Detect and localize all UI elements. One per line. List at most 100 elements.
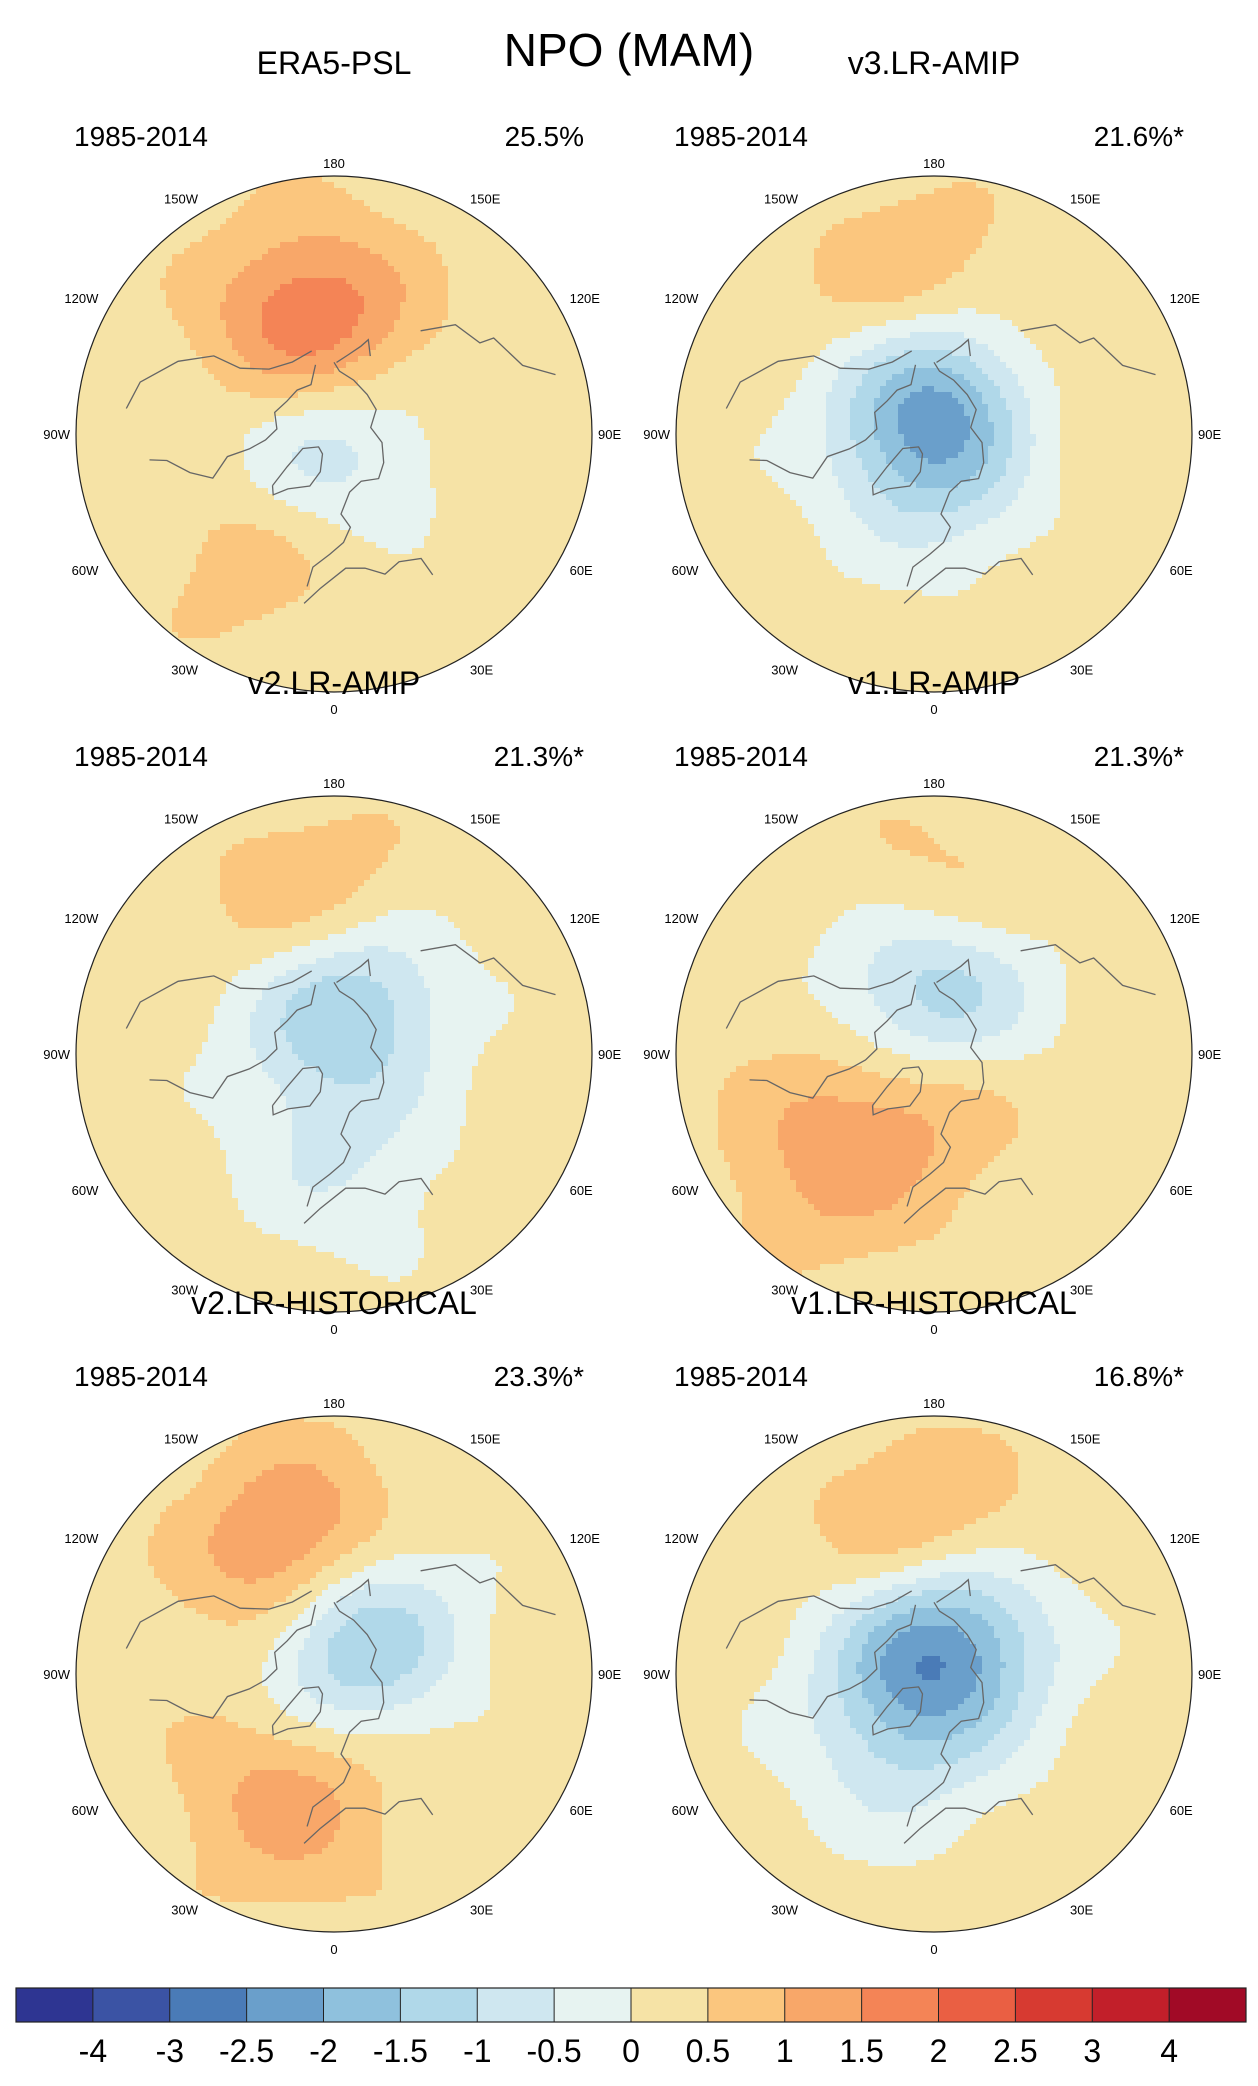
- field-cell: [436, 356, 443, 363]
- field-cell: [304, 398, 311, 405]
- field-cell: [310, 404, 317, 411]
- field-cell: [112, 326, 119, 333]
- field-cell: [454, 266, 461, 273]
- field-cell: [100, 410, 107, 417]
- field-cell: [478, 542, 485, 549]
- field-cell: [580, 416, 587, 423]
- field-cell: [454, 476, 461, 483]
- field-cell: [148, 434, 155, 441]
- field-cell: [436, 260, 443, 267]
- field-cell: [238, 434, 245, 441]
- field-cell: [526, 344, 533, 351]
- field-cell: [514, 260, 521, 267]
- field-cell: [310, 218, 317, 225]
- field-cell: [514, 398, 521, 405]
- field-cell: [184, 398, 191, 405]
- field-cell: [352, 386, 359, 393]
- field-cell: [334, 560, 341, 567]
- field-cell: [460, 452, 467, 459]
- field-cell: [334, 254, 341, 261]
- field-cell: [478, 314, 485, 321]
- field-cell: [184, 572, 191, 579]
- field-cell: [400, 296, 407, 303]
- field-cell: [316, 194, 323, 201]
- field-cell: [448, 356, 455, 363]
- field-cell: [346, 206, 353, 213]
- field-cell: [568, 332, 575, 339]
- field-cell: [238, 326, 245, 333]
- field-cell: [190, 416, 197, 423]
- field-cell: [166, 422, 173, 429]
- field-cell: [454, 566, 461, 573]
- field-cell: [364, 242, 371, 249]
- field-cell: [562, 422, 569, 429]
- field-cell: [562, 500, 569, 507]
- field-cell: [334, 260, 341, 267]
- field-cell: [220, 272, 227, 279]
- field-cell: [220, 212, 227, 219]
- field-cell: [160, 524, 167, 531]
- field-cell: [154, 344, 161, 351]
- field-cell: [358, 254, 365, 261]
- field-cell: [124, 446, 131, 453]
- field-cell: [400, 482, 407, 489]
- field-cell: [88, 494, 95, 501]
- field-cell: [286, 248, 293, 255]
- field-cell: [352, 446, 359, 453]
- field-cell: [502, 248, 509, 255]
- field-cell: [262, 560, 269, 567]
- field-cell: [472, 350, 479, 357]
- field-cell: [574, 332, 581, 339]
- field-cell: [574, 362, 581, 369]
- field-cell: [418, 248, 425, 255]
- field-cell: [208, 536, 215, 543]
- field-cell: [280, 476, 287, 483]
- field-cell: [166, 470, 173, 477]
- field-cell: [454, 404, 461, 411]
- field-cell: [568, 392, 575, 399]
- field-cell: [298, 398, 305, 405]
- field-cell: [394, 344, 401, 351]
- field-cell: [184, 332, 191, 339]
- field-cell: [100, 392, 107, 399]
- field-cell: [358, 572, 365, 579]
- field-cell: [508, 470, 515, 477]
- field-cell: [112, 356, 119, 363]
- field-cell: [232, 296, 239, 303]
- field-cell: [346, 368, 353, 375]
- field-cell: [340, 326, 347, 333]
- field-cell: [454, 482, 461, 489]
- field-cell: [346, 434, 353, 441]
- field-cell: [178, 278, 185, 285]
- field-cell: [430, 542, 437, 549]
- field-cell: [220, 374, 227, 381]
- field-cell: [358, 218, 365, 225]
- field-cell: [340, 302, 347, 309]
- field-cell: [490, 494, 497, 501]
- field-cell: [334, 296, 341, 303]
- field-cell: [406, 536, 413, 543]
- field-cell: [544, 458, 551, 465]
- field-cell: [406, 344, 413, 351]
- field-cell: [226, 320, 233, 327]
- field-cell: [358, 230, 365, 237]
- field-cell: [430, 524, 437, 531]
- field-cell: [196, 488, 203, 495]
- field-cell: [328, 446, 335, 453]
- field-cell: [418, 536, 425, 543]
- field-cell: [298, 248, 305, 255]
- field-cell: [298, 314, 305, 321]
- field-cell: [160, 332, 167, 339]
- field-cell: [106, 500, 113, 507]
- field-cell: [130, 518, 137, 525]
- field-cell: [136, 344, 143, 351]
- field-cell: [556, 464, 563, 471]
- field-cell: [304, 392, 311, 399]
- field-cell: [184, 434, 191, 441]
- field-cell: [556, 374, 563, 381]
- field-cell: [364, 398, 371, 405]
- field-cell: [466, 356, 473, 363]
- field-cell: [226, 290, 233, 297]
- field-cell: [478, 380, 485, 387]
- field-cell: [274, 242, 281, 249]
